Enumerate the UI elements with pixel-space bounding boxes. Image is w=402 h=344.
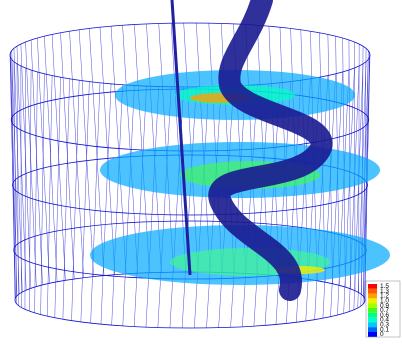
wire-line bbox=[41, 74, 45, 315]
wire-line bbox=[101, 84, 111, 324]
wire-line bbox=[81, 82, 89, 322]
wire-line bbox=[44, 36, 57, 282]
page: 1.51.31.21.00.90.70.60.40.30.10 (() => {… bbox=[0, 0, 402, 344]
wire-line bbox=[91, 83, 100, 323]
wire-line bbox=[112, 85, 123, 325]
wire-line bbox=[72, 80, 80, 320]
wire-line bbox=[52, 34, 65, 280]
color-legend: 1.51.31.21.00.90.70.60.40.30.10 bbox=[366, 281, 400, 338]
legend-swatch bbox=[368, 322, 377, 327]
wire-line bbox=[10, 53, 17, 296]
legend-swatch bbox=[368, 332, 377, 337]
legend-swatch bbox=[368, 298, 377, 303]
wire-line bbox=[100, 27, 115, 274]
legend-swatch bbox=[368, 308, 377, 313]
legend-swatch bbox=[368, 327, 377, 332]
legend-swatch bbox=[368, 313, 377, 318]
legend-swatch bbox=[368, 303, 377, 308]
legend-swatch bbox=[368, 318, 377, 323]
legend-swatch bbox=[368, 284, 377, 289]
legend-swatch bbox=[368, 294, 377, 299]
legend-swatch bbox=[368, 289, 377, 294]
wire-line bbox=[61, 33, 75, 279]
wire-line bbox=[31, 40, 42, 285]
wire-line bbox=[63, 79, 70, 319]
visualization: 1.51.31.21.00.90.70.60.40.30.10 bbox=[0, 0, 402, 344]
wire-line bbox=[21, 44, 31, 288]
legend-label: 0 bbox=[380, 331, 384, 338]
